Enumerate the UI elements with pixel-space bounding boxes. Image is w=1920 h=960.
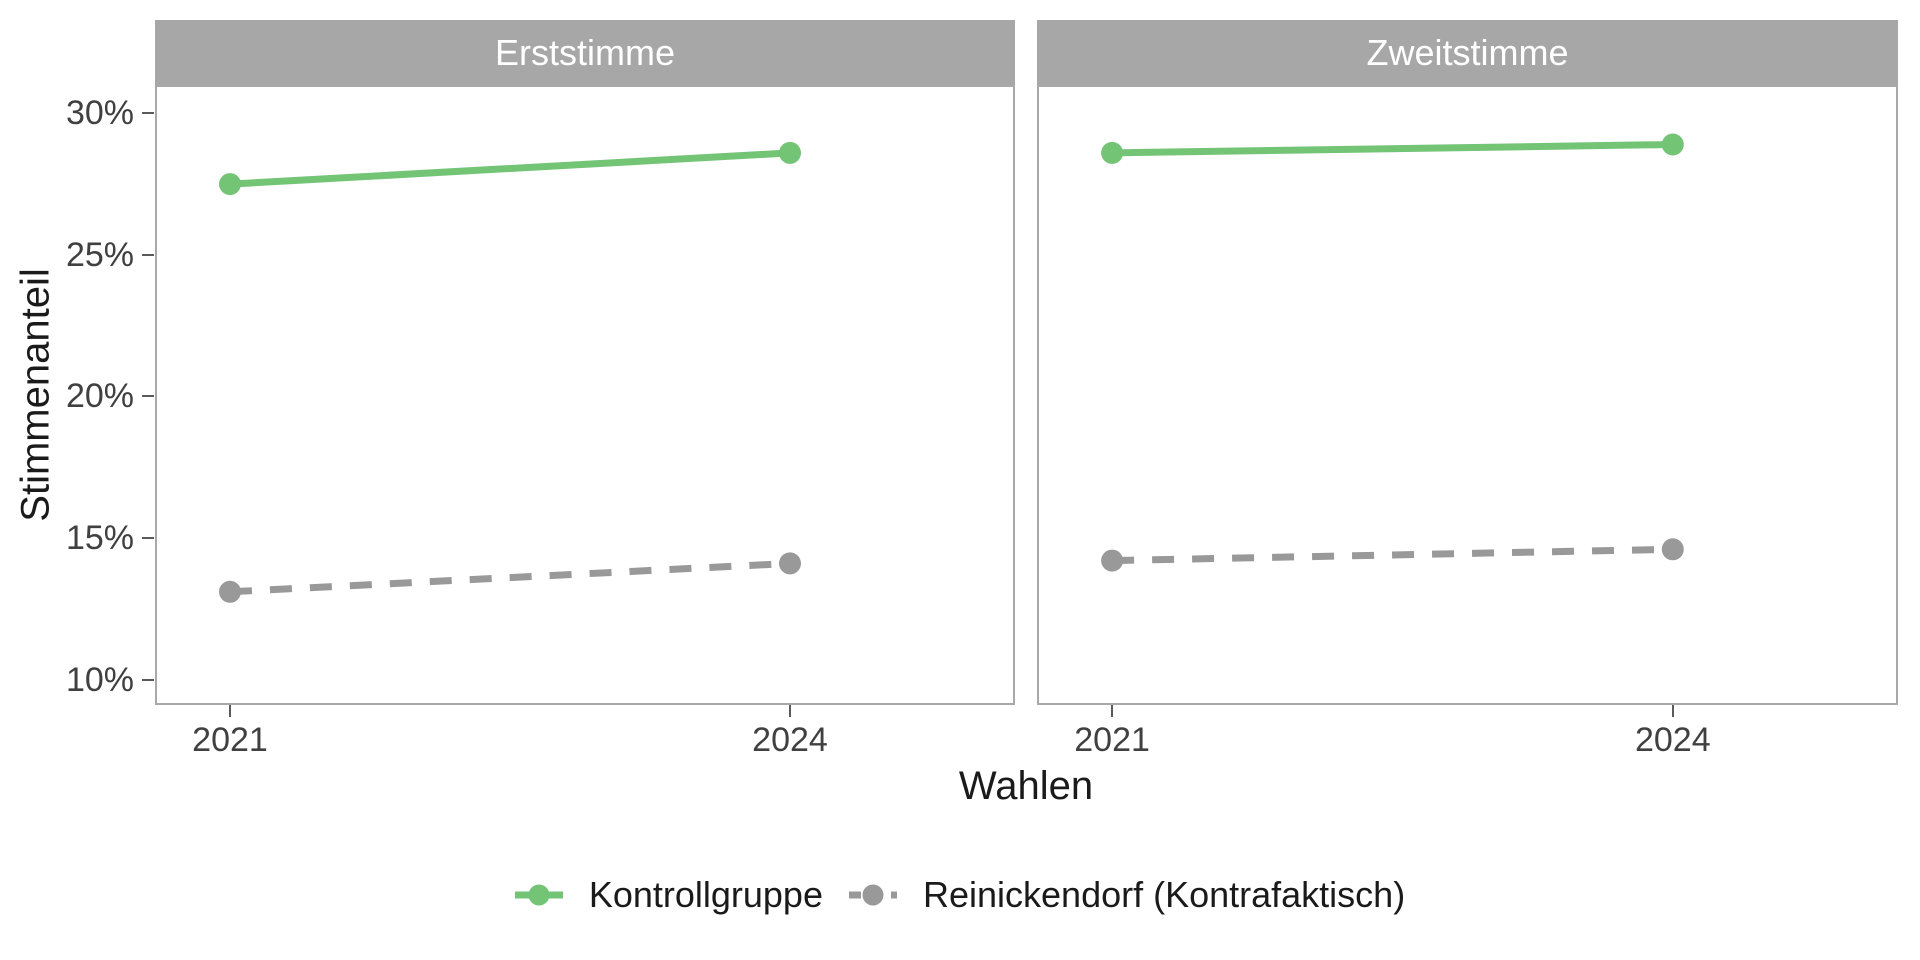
facet-strip-label: Zweitstimme: [1366, 31, 1569, 73]
facet-panel-zweitstimme: [1037, 85, 1898, 705]
legend-label: Reinickendorf (Kontrafaktisch): [922, 874, 1406, 915]
x-tick: [1111, 705, 1114, 717]
y-tick: [142, 112, 154, 115]
legend-item-reinickendorf-kontrafaktisch: Reinickendorf (Kontrafaktisch): [848, 874, 1406, 916]
x-tick: [1671, 705, 1674, 717]
y-tick-label: 30%: [65, 94, 134, 133]
series-line-reinickendorf-kontrafaktisch: [229, 559, 791, 596]
x-tick: [789, 705, 791, 717]
facet-plot: [1101, 133, 1684, 572]
legend-label: Kontrollgruppe: [588, 874, 823, 915]
data-point-reinickendorf-kontrafaktisch: [1661, 538, 1684, 561]
data-point-reinickendorf-kontrafaktisch: [1101, 549, 1124, 572]
facet-panel-erststimme: [155, 85, 1015, 705]
legend: Kontrollgruppe Reinickendorf (Kontrafakti…: [0, 864, 1920, 926]
facet-strip: Zweitstimme: [1037, 20, 1898, 85]
x-tick: [229, 705, 231, 717]
y-tick-label: 10%: [65, 660, 134, 699]
x-tick-label: 2024: [752, 721, 828, 759]
y-tick-label: 25%: [65, 235, 134, 274]
series-line-kontrollgruppe: [1112, 141, 1673, 157]
data-point-kontrollgruppe: [1101, 141, 1124, 164]
legend-key-dashed-line-icon: [848, 884, 897, 906]
legend-item-kontrollgruppe: Kontrollgruppe: [514, 874, 823, 916]
data-point-kontrollgruppe: [779, 141, 801, 164]
y-tick: [142, 537, 154, 539]
y-tick-label: 15%: [65, 519, 134, 557]
data-point-reinickendorf-kontrafaktisch: [779, 552, 801, 575]
legend-key-solid-line-icon: [514, 884, 563, 906]
x-tick-label: 2021: [192, 721, 268, 759]
x-axis-title: Wahlen: [958, 764, 1094, 808]
facet-strip-label: Erststimme: [495, 31, 675, 73]
y-tick: [142, 678, 154, 681]
facet-plot: [219, 141, 801, 603]
data-point-kontrollgruppe: [1661, 133, 1684, 156]
y-tick: [142, 253, 154, 256]
x-tick-label: 2024: [1634, 721, 1711, 759]
y-tick: [142, 395, 154, 398]
y-tick-label: 20%: [65, 377, 134, 416]
x-tick-label: 2021: [1074, 721, 1150, 759]
facet-strip: Erststimme: [155, 20, 1015, 85]
series-line-kontrollgruppe: [229, 149, 791, 188]
series-line-reinickendorf-kontrafaktisch: [1112, 545, 1673, 565]
data-point-kontrollgruppe: [219, 173, 241, 196]
data-point-reinickendorf-kontrafaktisch: [219, 580, 241, 603]
